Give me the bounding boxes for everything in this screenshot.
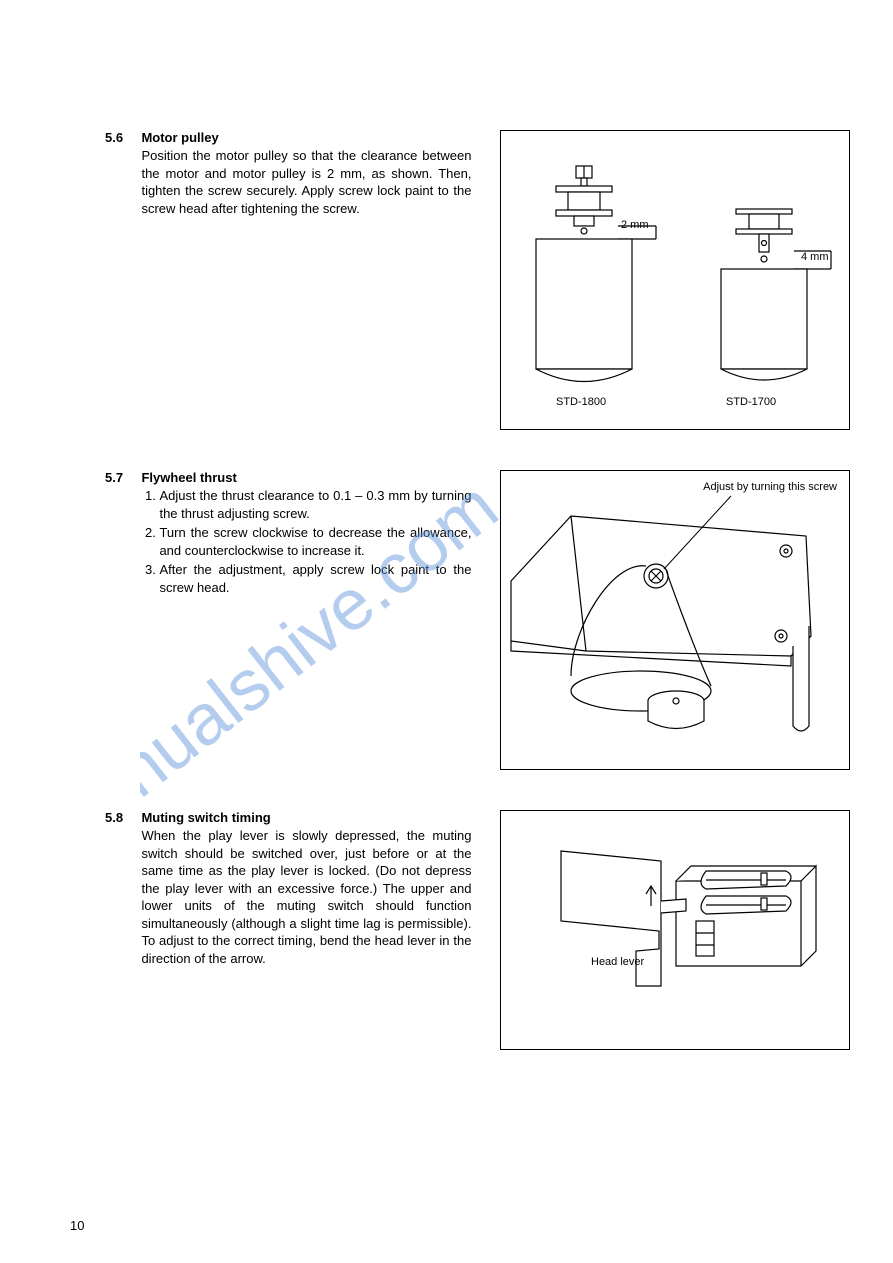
section-title: Flywheel thrust xyxy=(141,470,471,485)
flywheel-diagram xyxy=(501,471,849,769)
section-text: Adjust the thrust clearance to 0.1 – 0.3… xyxy=(141,487,471,596)
figure-5-8: Head lever xyxy=(500,810,850,1050)
list-item: Turn the screw clockwise to decrease the… xyxy=(159,524,471,559)
section-5-6: 5.6 Motor pulley Position the motor pull… xyxy=(105,130,853,430)
figure-column-5-8: Head lever xyxy=(500,810,853,1050)
page-number: 10 xyxy=(70,1218,84,1233)
list-item: After the adjustment, apply screw lock p… xyxy=(159,561,471,596)
section-number: 5.7 xyxy=(105,470,137,485)
section-title: Motor pulley xyxy=(141,130,471,145)
section-text: Position the motor pulley so that the cl… xyxy=(141,147,471,217)
figure-column-5-6: 2 mm 4 mm STD-1800 STD-1700 xyxy=(500,130,853,430)
section-title: Muting switch timing xyxy=(141,810,471,825)
annotation-screw: Adjust by turning this screw xyxy=(703,481,837,493)
text-column-5-7: 5.7 Flywheel thrust Adjust the thrust cl… xyxy=(105,470,480,598)
label-model-right: STD-1700 xyxy=(726,396,776,408)
label-4mm: 4 mm xyxy=(801,251,829,263)
label-2mm: 2 mm xyxy=(621,219,649,231)
section-5-8: 5.8 Muting switch timing When the play l… xyxy=(105,810,853,1050)
figure-5-6: 2 mm 4 mm STD-1800 STD-1700 xyxy=(500,130,850,430)
section-number: 5.8 xyxy=(105,810,137,825)
figure-5-7: Adjust by turning this screw xyxy=(500,470,850,770)
label-model-left: STD-1800 xyxy=(556,396,606,408)
section-5-7: 5.7 Flywheel thrust Adjust the thrust cl… xyxy=(105,470,853,770)
section-number: 5.6 xyxy=(105,130,137,145)
muting-switch-diagram xyxy=(501,811,849,1049)
label-head-lever: Head lever xyxy=(591,956,644,968)
text-column-5-8: 5.8 Muting switch timing When the play l… xyxy=(105,810,480,967)
section-text: When the play lever is slowly depressed,… xyxy=(141,827,471,967)
figure-column-5-7: Adjust by turning this screw xyxy=(500,470,853,770)
text-column-5-6: 5.6 Motor pulley Position the motor pull… xyxy=(105,130,480,217)
list-item: Adjust the thrust clearance to 0.1 – 0.3… xyxy=(159,487,471,522)
motor-pulley-diagram xyxy=(501,131,849,429)
